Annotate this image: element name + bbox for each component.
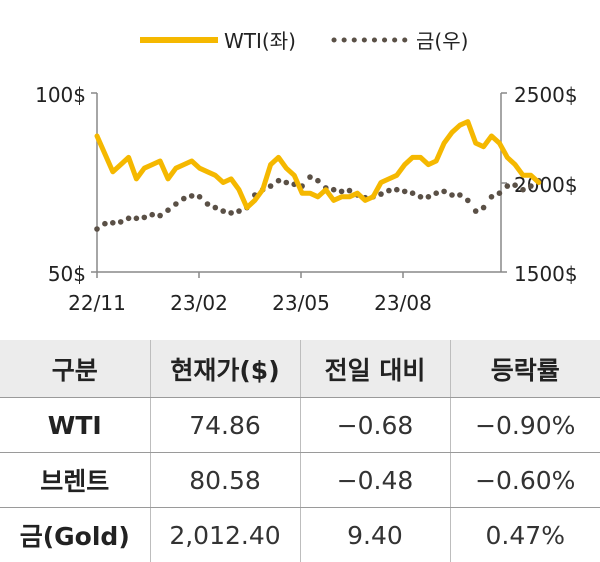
- gold-point: [118, 219, 124, 225]
- gold-point: [284, 180, 290, 186]
- gold-point: [94, 226, 100, 232]
- gold-point: [512, 182, 518, 188]
- gold-point: [394, 187, 400, 193]
- axes: 100$ 50$ 2500$ 2000$ 1500$ 22/11 23/02 2…: [35, 83, 578, 315]
- row-name: 금(Gold): [0, 508, 150, 562]
- gold-point: [449, 192, 455, 198]
- x-tick-label: 23/05: [272, 291, 330, 315]
- wti-line: [97, 122, 539, 208]
- table-header-row: 구분 현재가($) 전일 대비 등락률: [0, 340, 600, 398]
- row-price: 2,012.40: [150, 508, 300, 562]
- gold-point: [149, 212, 155, 218]
- row-rate: −0.60%: [450, 453, 600, 508]
- gold-point: [197, 194, 203, 200]
- gold-point: [520, 187, 526, 193]
- table-row-wti: WTI 74.86 −0.68 −0.90%: [0, 398, 600, 453]
- header-daily-change: 전일 대비: [300, 340, 450, 398]
- row-change: −0.68: [300, 398, 450, 453]
- gold-point: [142, 215, 148, 221]
- x-tick-label: 22/11: [68, 291, 126, 315]
- row-name: 브렌트: [0, 453, 150, 508]
- gold-point: [457, 192, 463, 198]
- gold-point: [126, 216, 132, 222]
- gold-point: [173, 201, 179, 207]
- gold-point: [441, 189, 447, 195]
- header-change-rate: 등락률: [450, 340, 600, 398]
- table-row-brent: 브렌트 80.58 −0.48 −0.60%: [0, 453, 600, 508]
- gold-point: [189, 193, 195, 199]
- x-tick-label: 23/02: [170, 291, 228, 315]
- row-name: WTI: [0, 398, 150, 453]
- gold-point: [489, 194, 495, 200]
- gold-point: [473, 208, 479, 214]
- legend-wti-label: WTI(좌): [224, 29, 296, 53]
- price-chart: WTI(좌) 금(우) 100$ 50$ 2500$ 2000$ 1500$ 2…: [0, 0, 600, 330]
- gold-point: [433, 190, 439, 196]
- row-price: 80.58: [150, 453, 300, 508]
- gold-point: [426, 194, 432, 200]
- gold-point: [378, 191, 384, 197]
- gold-point: [181, 196, 187, 202]
- row-change: 9.40: [300, 508, 450, 562]
- row-price: 74.86: [150, 398, 300, 453]
- gold-point: [110, 220, 116, 226]
- gold-point: [205, 201, 211, 207]
- gold-point: [418, 194, 424, 200]
- gold-point: [220, 208, 226, 214]
- gold-point: [410, 190, 416, 196]
- header-current-price: 현재가($): [150, 340, 300, 398]
- header-category: 구분: [0, 340, 150, 398]
- gold-point: [134, 216, 140, 222]
- legend-gold-label: 금(우): [416, 29, 468, 53]
- gold-point: [528, 183, 534, 189]
- gold-point: [157, 213, 163, 219]
- gold-point: [315, 178, 321, 184]
- gold-point: [236, 208, 242, 214]
- gold-point: [347, 188, 353, 194]
- gold-point: [213, 205, 219, 211]
- gold-point: [386, 188, 392, 194]
- gold-point: [276, 178, 282, 184]
- gold-point: [307, 174, 313, 180]
- x-tick-label: 23/08: [374, 291, 432, 315]
- gold-point: [465, 198, 471, 204]
- gold-point: [339, 189, 345, 195]
- gold-point: [481, 205, 487, 211]
- gold-point: [331, 187, 337, 193]
- plot-area: [94, 122, 541, 232]
- row-change: −0.48: [300, 453, 450, 508]
- y-left-tick-label: 100$: [35, 83, 86, 107]
- row-rate: −0.90%: [450, 398, 600, 453]
- gold-point: [497, 190, 503, 196]
- row-rate: 0.47%: [450, 508, 600, 562]
- gold-point: [402, 189, 408, 195]
- gold-point: [505, 183, 511, 189]
- gold-point: [102, 221, 108, 227]
- gold-point: [165, 207, 171, 213]
- price-summary-table: 구분 현재가($) 전일 대비 등락률 WTI 74.86 −0.68 −0.9…: [0, 340, 600, 562]
- gold-point: [228, 210, 234, 216]
- legend: WTI(좌) 금(우): [140, 29, 468, 53]
- y-right-tick-label: 2500$: [514, 83, 578, 107]
- table-row-gold: 금(Gold) 2,012.40 9.40 0.47%: [0, 508, 600, 562]
- gold-point: [268, 183, 274, 189]
- y-left-tick-label: 50$: [48, 262, 86, 286]
- y-right-tick-label: 1500$: [514, 262, 578, 286]
